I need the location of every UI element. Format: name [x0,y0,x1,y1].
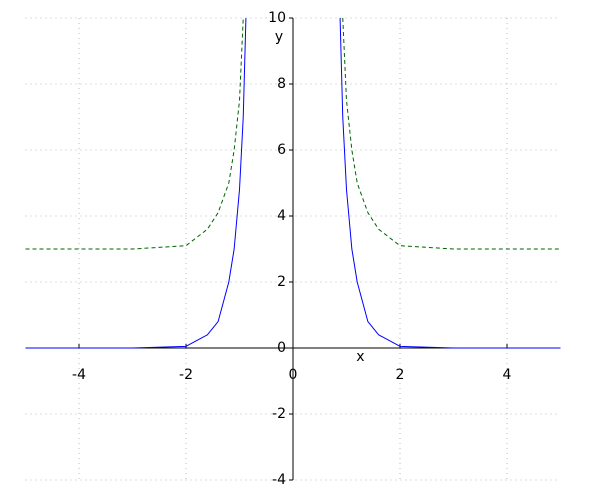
y-tick-label: -4 [272,472,286,488]
y-tick-label: 4 [277,208,286,224]
y-tick-label: 10 [268,10,286,26]
x-axis-label: x [356,349,364,365]
y-tick-label: 2 [277,274,286,290]
x-tick-label: 4 [503,367,512,383]
line-series [25,17,561,349]
x-tick-label: -2 [179,367,193,383]
y-axis-label: y [275,29,283,45]
line-series [25,17,561,250]
x-tick-label: 2 [396,367,405,383]
y-tick-label: -2 [272,406,286,422]
y-tick-label: 8 [277,76,286,92]
y-tick-label: 6 [277,142,286,158]
x-tick-label: -4 [72,367,86,383]
